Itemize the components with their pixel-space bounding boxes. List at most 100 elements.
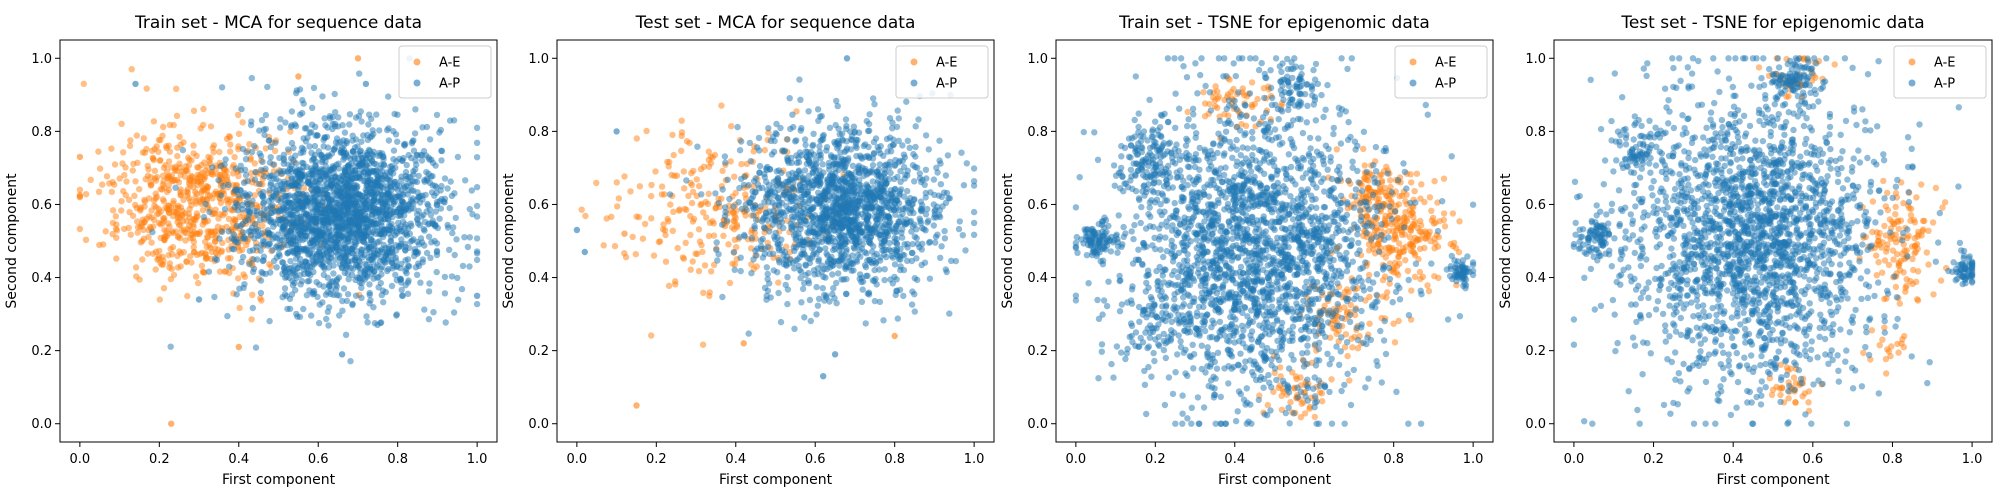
data-point	[320, 143, 327, 150]
data-point	[759, 216, 767, 223]
data-point	[368, 265, 375, 273]
data-point	[190, 248, 198, 256]
data-point	[613, 179, 620, 186]
data-point	[798, 299, 805, 306]
data-point	[108, 145, 115, 152]
data-point	[873, 250, 880, 258]
data-point	[777, 318, 785, 326]
x-tick-label: 0.4	[228, 452, 249, 467]
data-point	[233, 222, 241, 229]
data-point	[633, 402, 640, 409]
x-axis-label: First component	[719, 472, 833, 488]
data-point	[217, 192, 225, 199]
data-point	[761, 250, 768, 258]
data-point	[312, 259, 319, 266]
data-point	[177, 250, 184, 257]
data-point	[381, 171, 389, 179]
data-point	[780, 148, 787, 155]
data-point	[655, 238, 663, 246]
data-point	[767, 294, 774, 301]
data-point	[705, 148, 712, 155]
data-point	[152, 266, 159, 273]
data-point	[725, 241, 732, 248]
data-point	[316, 281, 323, 288]
data-point	[123, 178, 130, 185]
data-point	[256, 150, 263, 157]
data-point	[236, 213, 243, 221]
data-point	[257, 289, 265, 297]
plot-frame	[59, 39, 498, 443]
data-point	[683, 177, 690, 184]
data-point	[168, 420, 175, 427]
data-point	[326, 283, 333, 290]
data-point	[688, 170, 695, 177]
data-point	[697, 165, 705, 173]
data-point	[388, 282, 396, 290]
data-point	[403, 229, 410, 236]
data-point	[166, 121, 174, 129]
data-point	[165, 202, 172, 209]
data-point	[1212, 83, 1219, 90]
data-point	[162, 162, 169, 169]
data-point	[956, 218, 963, 225]
data-point	[326, 115, 334, 122]
data-point	[779, 209, 786, 216]
data-point	[901, 193, 908, 200]
data-point	[930, 222, 937, 229]
data-point	[116, 175, 123, 182]
data-point	[355, 162, 363, 169]
data-point	[450, 117, 458, 124]
data-point	[918, 246, 925, 253]
data-point	[76, 193, 84, 200]
data-point	[908, 301, 916, 308]
data-point	[816, 143, 823, 150]
data-point	[346, 111, 354, 118]
data-point	[853, 144, 860, 151]
data-point	[186, 156, 193, 163]
data-point	[288, 108, 296, 115]
data-point	[911, 275, 918, 282]
data-point	[699, 341, 707, 348]
data-point	[389, 213, 396, 221]
x-tick-label: 0.6	[308, 452, 329, 467]
data-point	[766, 187, 774, 194]
data-point	[906, 199, 913, 207]
data-point	[826, 182, 834, 189]
data-point	[238, 105, 245, 113]
data-point	[922, 166, 930, 173]
data-point	[324, 180, 331, 188]
data-point	[165, 181, 172, 189]
data-point	[234, 111, 242, 119]
data-point	[682, 239, 689, 246]
data-point	[582, 212, 589, 220]
data-point	[791, 325, 798, 332]
data-point	[719, 167, 726, 175]
data-point	[784, 273, 791, 281]
data-point	[876, 266, 883, 273]
data-point	[908, 257, 916, 265]
y-tick-label: 0.6	[31, 198, 52, 213]
data-point	[324, 168, 331, 176]
data-point	[264, 83, 271, 91]
data-point	[352, 239, 360, 246]
data-point	[284, 193, 292, 200]
data-point	[843, 248, 850, 255]
data-point	[235, 275, 242, 282]
data-point	[306, 277, 313, 285]
data-point	[289, 248, 297, 255]
data-point	[871, 101, 878, 108]
data-point	[350, 230, 357, 237]
data-point	[244, 193, 252, 200]
data-point	[195, 296, 203, 303]
data-point	[728, 123, 735, 130]
data-point	[95, 188, 103, 195]
y-tick-label: 0.2	[31, 344, 52, 359]
data-point	[235, 172, 242, 180]
data-point	[96, 165, 104, 172]
data-point	[280, 157, 288, 164]
data-point	[911, 233, 918, 240]
data-point	[801, 136, 809, 143]
data-point	[163, 168, 171, 175]
data-point	[466, 205, 473, 213]
data-point	[170, 271, 178, 279]
